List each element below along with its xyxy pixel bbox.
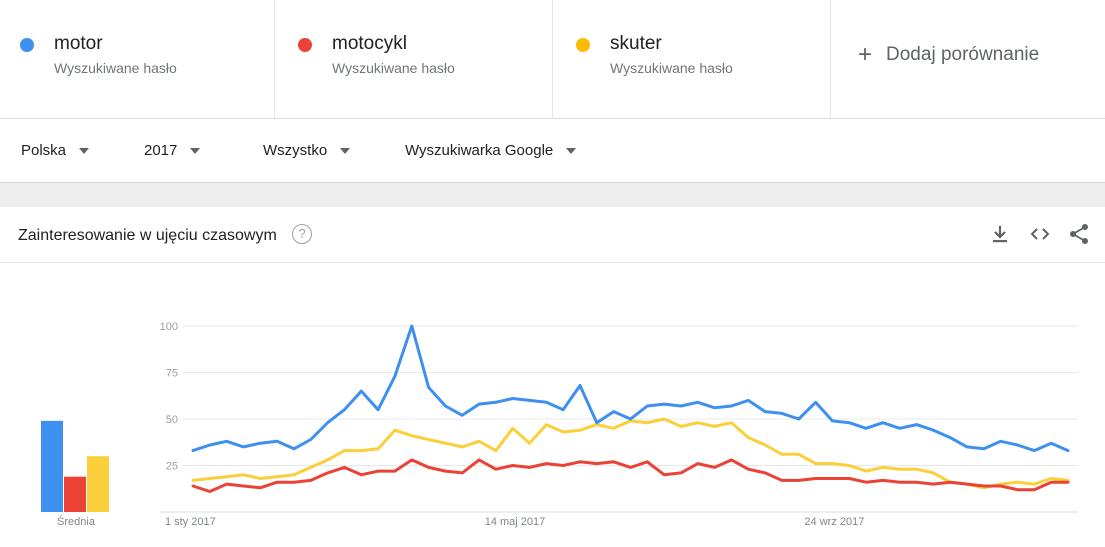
category-value: Wszystko: [263, 142, 328, 159]
region-dropdown[interactable]: Polska: [21, 142, 90, 159]
caret-down-icon: [566, 147, 577, 154]
average-label: Średnia: [57, 515, 96, 528]
interest-over-time-card: Zainteresowanie w ujęciu czasowym ?: [0, 207, 1105, 547]
download-icon[interactable]: [990, 223, 1010, 250]
average-bar: [87, 456, 109, 512]
add-comparison-label: Dodaj porównanie: [886, 44, 1040, 65]
filter-bar: Polska 2017 Wszystko Wyszukiwarka Google: [0, 119, 1105, 183]
term-divider: [274, 0, 275, 118]
term-subtitle: Wyszukiwane hasło: [610, 60, 733, 76]
caret-down-icon: [340, 147, 351, 154]
y-tick-label: 100: [160, 321, 178, 333]
embed-code-icon[interactable]: [1029, 223, 1051, 250]
term-color-dot-icon: [20, 38, 34, 52]
term-subtitle: Wyszukiwane hasło: [54, 60, 177, 76]
question-circle-icon[interactable]: ?: [292, 224, 312, 244]
comparison-terms-bar: motor Wyszukiwane hasło motocykl Wyszuki…: [0, 0, 1105, 119]
series-line-motor: [191, 324, 1070, 453]
time-dropdown[interactable]: 2017: [144, 142, 201, 159]
average-bar: [64, 476, 86, 512]
category-dropdown[interactable]: Wszystko: [263, 142, 351, 159]
time-value: 2017: [144, 142, 178, 159]
x-tick-label: 1 sty 2017: [165, 516, 216, 528]
card-title: Zainteresowanie w ujęciu czasowym: [18, 227, 277, 244]
add-comparison-button[interactable]: + Dodaj porównanie: [858, 41, 1040, 68]
series-line-skuter: [191, 417, 1070, 490]
term-card-motor[interactable]: motor Wyszukiwane hasło: [0, 0, 274, 118]
term-name: motor: [54, 33, 103, 54]
average-bar: [41, 420, 63, 512]
series-line-motocykl: [191, 458, 1070, 493]
caret-down-icon: [79, 147, 90, 154]
plus-icon: +: [858, 41, 873, 68]
search-source-value: Wyszukiwarka Google: [405, 142, 554, 159]
x-tick-label: 14 maj 2017: [485, 516, 546, 528]
term-name: skuter: [610, 33, 662, 54]
y-tick-label: 75: [166, 368, 178, 380]
term-card-skuter[interactable]: skuter Wyszukiwane hasło: [556, 0, 830, 118]
term-color-dot-icon: [576, 38, 590, 52]
x-tick-label: 24 wrz 2017: [804, 516, 864, 528]
region-value: Polska: [21, 142, 67, 159]
term-color-dot-icon: [298, 38, 312, 52]
y-tick-label: 25: [166, 461, 178, 473]
search-source-dropdown[interactable]: Wyszukiwarka Google: [405, 142, 577, 159]
term-divider: [830, 0, 831, 118]
card-header-divider: [0, 262, 1105, 263]
term-divider: [552, 0, 553, 118]
term-subtitle: Wyszukiwane hasło: [332, 60, 455, 76]
share-icon[interactable]: [1068, 223, 1090, 250]
term-name: motocykl: [332, 33, 407, 54]
term-card-motocykl[interactable]: motocykl Wyszukiwane hasło: [278, 0, 552, 118]
caret-down-icon: [190, 147, 201, 154]
section-gap: [0, 183, 1105, 207]
y-tick-label: 50: [166, 414, 178, 426]
